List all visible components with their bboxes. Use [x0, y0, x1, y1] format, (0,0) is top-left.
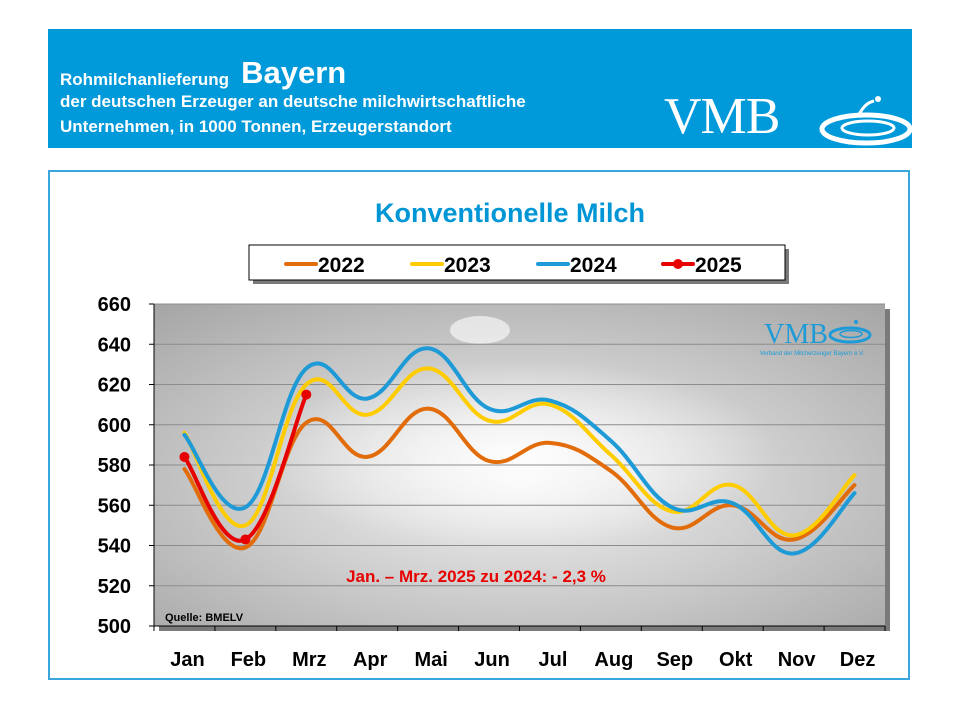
x-tick-label-mrz: Mrz	[292, 649, 326, 671]
legend-label-2022: 2022	[318, 254, 365, 277]
header-line-3: Unternehmen, in 1000 Tonnen, Erzeugersta…	[60, 117, 452, 136]
vmb-logo: VMB	[664, 88, 780, 145]
x-tick-label-jun: Jun	[474, 649, 510, 671]
x-tick-label-dez: Dez	[840, 649, 876, 671]
x-tick-label-okt: Okt	[719, 649, 753, 671]
series-line-2023	[182, 366, 857, 538]
point-2025-mrz	[301, 389, 312, 400]
x-tick-label-jul: Jul	[539, 649, 568, 671]
legend	[248, 244, 786, 281]
legend-label-2024: 2024	[570, 254, 617, 277]
legend-label-2023: 2023	[444, 254, 491, 277]
y-tick-label: 600	[98, 415, 131, 437]
y-tick-label: 520	[98, 576, 131, 598]
watermark-logo: VMB	[764, 319, 828, 350]
x-tick-label-mai: Mai	[414, 649, 447, 671]
header-line-1: Rohmilchanlieferung Bayern	[60, 55, 347, 93]
x-tick-label-sep: Sep	[656, 649, 693, 671]
x-tick-label-jan: Jan	[170, 649, 204, 671]
y-tick-label: 560	[98, 495, 131, 517]
watermark-subtitle: Verband der Milcherzeuger Bayern e.V.	[760, 351, 865, 357]
gridlines	[154, 303, 885, 587]
y-tick-label: 540	[98, 536, 131, 558]
y-tick-label: 640	[98, 334, 131, 356]
header-banner: Rohmilchanlieferung Bayern der deutschen …	[48, 29, 912, 148]
comparison-annotation: Jan. – Mrz. 2025 zu 2024: - 2,3 %	[346, 567, 606, 586]
x-tick-label-apr: Apr	[353, 649, 388, 671]
point-2025-jan	[179, 451, 190, 462]
y-tick-label: 500	[98, 616, 131, 638]
vmb-drop-logo-icon	[819, 96, 912, 146]
header-line-2: der deutschen Erzeuger an deutsche milch…	[60, 92, 526, 111]
point-2025-feb	[240, 534, 251, 545]
y-tick-label: 620	[98, 375, 131, 397]
milk-drop-decor	[450, 316, 510, 344]
x-tick-label-feb: Feb	[231, 649, 267, 671]
watermark-drop-icon	[828, 320, 872, 344]
x-tick-label-aug: Aug	[594, 649, 633, 671]
legend-marker-2025	[673, 259, 683, 269]
source-label: Quelle: BMELV	[165, 612, 244, 624]
legend-label-2025: 2025	[695, 254, 742, 277]
header-region: Bayern	[241, 55, 347, 90]
y-tick-label: 660	[98, 294, 131, 316]
chart-title: Konventionelle Milch	[375, 198, 645, 228]
header-prefix: Rohmilchanlieferung	[60, 70, 230, 89]
series-line-2024	[182, 346, 857, 556]
y-tick-label: 580	[98, 455, 131, 477]
x-tick-label-nov: Nov	[778, 649, 817, 671]
